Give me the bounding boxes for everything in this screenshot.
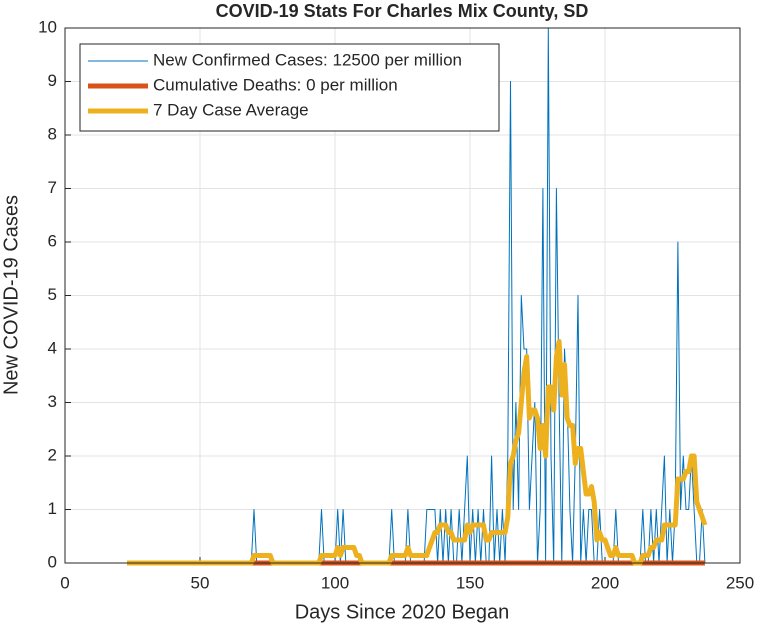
y-tick-label: 8 xyxy=(48,124,57,143)
x-tick-label: 50 xyxy=(191,573,210,592)
y-tick-label: 10 xyxy=(38,17,57,36)
y-tick-label: 1 xyxy=(48,499,57,518)
y-tick-label: 6 xyxy=(48,231,57,250)
chart-title: COVID-19 Stats For Charles Mix County, S… xyxy=(216,1,589,21)
x-tick-label: 0 xyxy=(60,573,69,592)
y-tick-label: 3 xyxy=(48,392,57,411)
y-tick-label: 9 xyxy=(48,71,57,90)
y-tick-label: 5 xyxy=(48,285,57,304)
x-tick-label: 150 xyxy=(456,573,484,592)
legend-box xyxy=(79,43,500,132)
x-axis-label: Days Since 2020 Began xyxy=(295,601,510,623)
legend-label: 7 Day Case Average xyxy=(153,100,309,119)
x-tick-label: 200 xyxy=(591,573,619,592)
y-tick-label: 2 xyxy=(48,445,57,464)
y-tick-label: 7 xyxy=(48,178,57,197)
x-tick-label: 250 xyxy=(726,573,754,592)
legend-label: Cumulative Deaths: 0 per million xyxy=(153,75,398,94)
y-axis-label: New COVID-19 Cases xyxy=(0,195,22,395)
y-tick-label: 0 xyxy=(48,552,57,571)
legend-label: New Confirmed Cases: 12500 per million xyxy=(153,50,462,69)
x-tick-label: 100 xyxy=(321,573,349,592)
y-tick-label: 4 xyxy=(48,338,57,357)
axes-box xyxy=(64,27,741,564)
